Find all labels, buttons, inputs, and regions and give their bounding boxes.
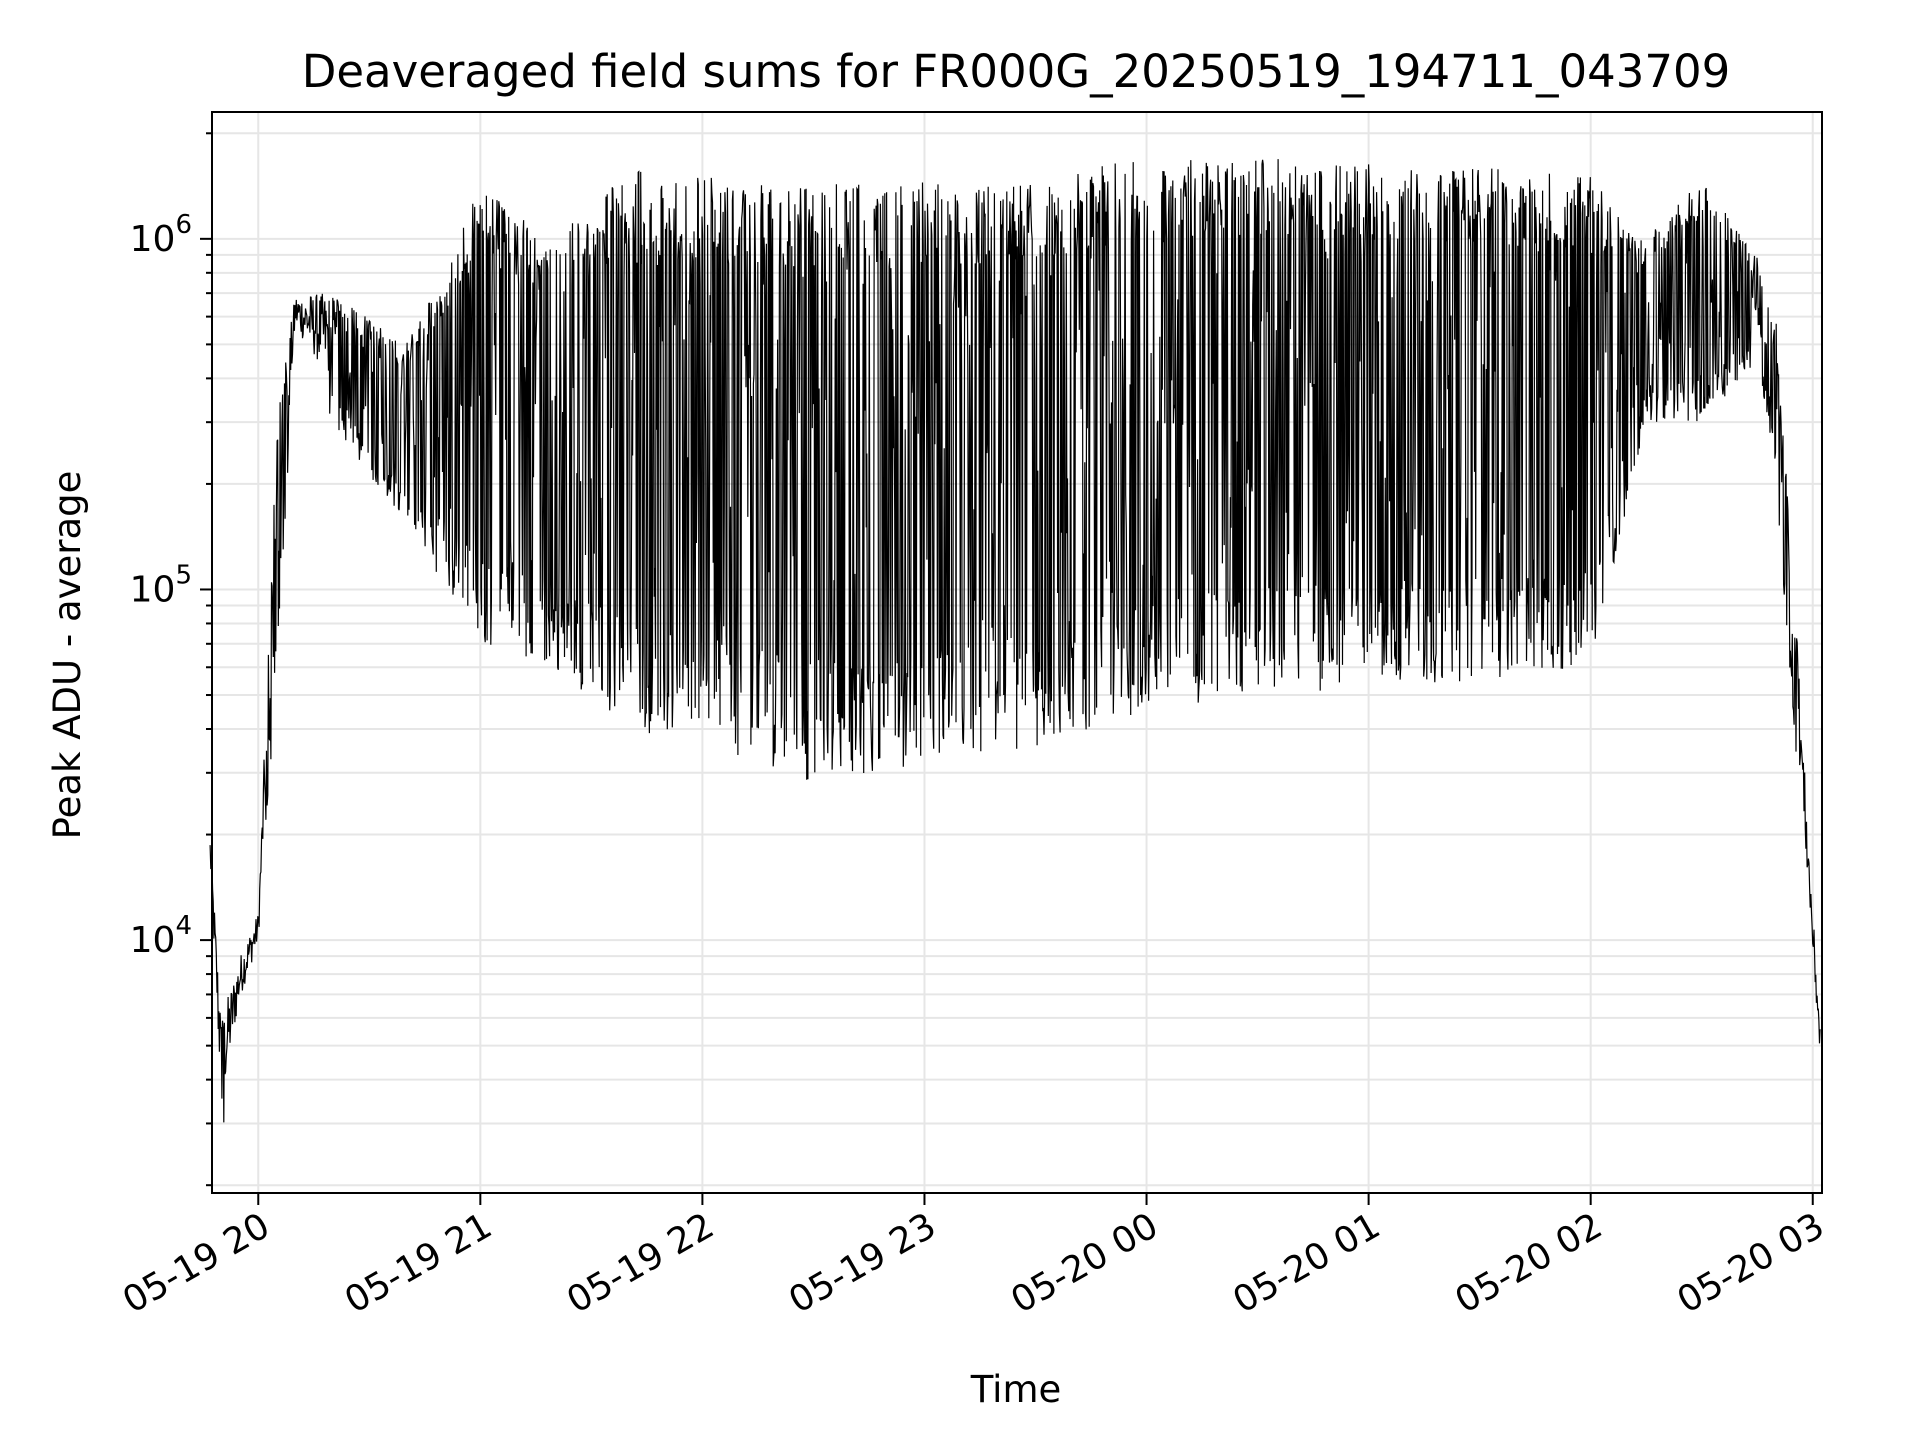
x-tick-label: 05-20 00 xyxy=(1004,1205,1165,1321)
x-axis-ticks: 05-19 20 05-19 21 05-19 22 05-19 23 05-20 00… xyxy=(116,1193,1831,1322)
y-tick-label: 105 xyxy=(130,560,192,610)
series-layer xyxy=(209,159,1821,1123)
x-tick-label: 05-19 20 xyxy=(116,1205,277,1321)
x-tick-label: 05-20 01 xyxy=(1226,1205,1387,1321)
x-tick-label: 05-20 02 xyxy=(1449,1205,1610,1321)
x-tick-label: 05-20 03 xyxy=(1671,1205,1832,1321)
x-tick-label: 05-19 23 xyxy=(782,1205,943,1321)
x-axis-label: Time xyxy=(970,1368,1062,1411)
plot-frame xyxy=(211,111,1823,1194)
x-tick-label: 05-19 22 xyxy=(560,1205,721,1321)
y-tick-base: 10 xyxy=(130,920,176,961)
y-tick-label: 104 xyxy=(130,911,192,961)
y-tick-label: 106 xyxy=(130,210,192,260)
y-tick-base: 10 xyxy=(130,219,176,260)
chart-title: Deaveraged field sums for FR000G_2025051… xyxy=(302,45,1731,98)
y-tick-exponent: 5 xyxy=(175,560,192,590)
y-tick-exponent: 6 xyxy=(175,210,192,240)
y-axis-label: Peak ADU - average xyxy=(46,471,89,840)
series-line xyxy=(209,159,1821,1123)
y-tick-exponent: 4 xyxy=(175,911,192,941)
x-tick-label: 05-19 21 xyxy=(338,1205,499,1321)
y-tick-base: 10 xyxy=(130,569,176,610)
